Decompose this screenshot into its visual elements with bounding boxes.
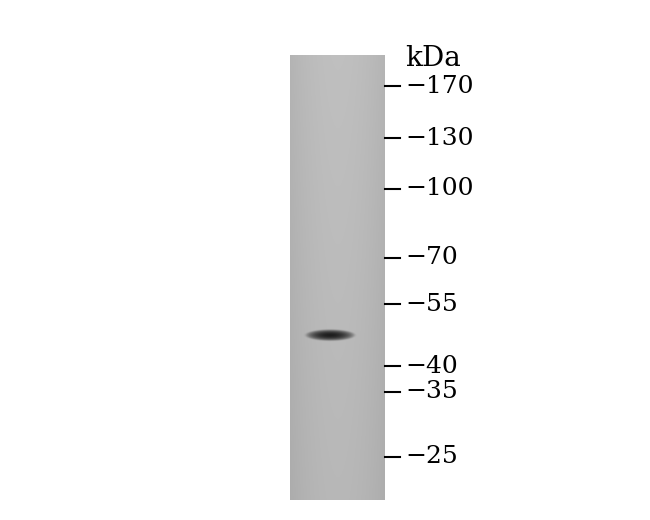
Text: −70: −70 — [405, 246, 458, 269]
Text: kDa: kDa — [405, 45, 461, 72]
Text: −40: −40 — [405, 355, 458, 378]
Text: −100: −100 — [405, 177, 473, 200]
Text: −35: −35 — [405, 380, 458, 404]
Text: −25: −25 — [405, 445, 458, 469]
Text: −130: −130 — [405, 127, 473, 150]
Text: −55: −55 — [405, 293, 458, 316]
Text: −170: −170 — [405, 75, 473, 98]
